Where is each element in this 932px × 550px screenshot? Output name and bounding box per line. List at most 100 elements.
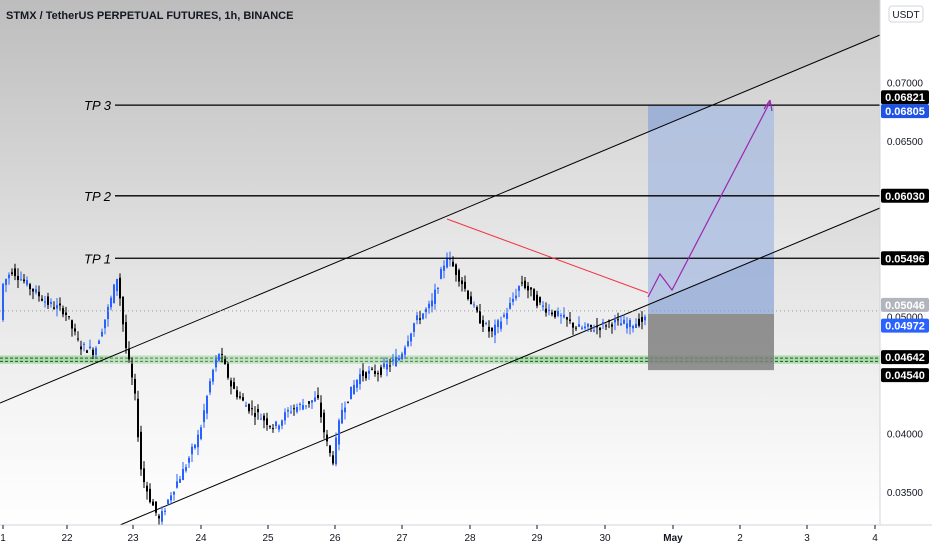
candle-body bbox=[263, 415, 265, 421]
candle-body bbox=[401, 353, 403, 359]
candle-body bbox=[275, 421, 277, 427]
candle-body bbox=[557, 311, 559, 316]
candle-body bbox=[443, 265, 445, 271]
candle-body bbox=[413, 323, 415, 332]
candle-body bbox=[227, 363, 229, 378]
candle-body bbox=[434, 289, 436, 304]
x-tick-label: 2 bbox=[737, 533, 743, 544]
candle-body bbox=[527, 285, 529, 291]
candle-body bbox=[473, 304, 475, 306]
candle-body bbox=[608, 320, 610, 323]
candle-body bbox=[509, 303, 511, 309]
candle-body bbox=[26, 280, 28, 285]
x-tick-label: 22 bbox=[61, 533, 73, 544]
candle-body bbox=[167, 499, 169, 504]
unit-badge[interactable] bbox=[888, 5, 924, 23]
candle-body bbox=[170, 495, 172, 501]
candle-body bbox=[272, 428, 274, 430]
candle-body bbox=[302, 405, 304, 410]
candle-body bbox=[14, 268, 16, 277]
candle-body bbox=[206, 395, 208, 414]
time-axis[interactable] bbox=[0, 525, 932, 550]
x-tick-label: 23 bbox=[127, 533, 139, 544]
candle-body bbox=[311, 400, 313, 403]
candle-body bbox=[137, 398, 139, 438]
candle-body bbox=[29, 284, 31, 290]
candle-body bbox=[161, 511, 163, 522]
x-tick-label: May bbox=[663, 533, 683, 544]
candle-body bbox=[299, 403, 301, 405]
candle-body bbox=[569, 319, 571, 322]
candle-body bbox=[392, 359, 394, 361]
y-tick-label: 0.04000 bbox=[887, 429, 924, 440]
x-tick-label: 4 bbox=[872, 533, 878, 544]
candle-body bbox=[566, 317, 568, 320]
candle-body bbox=[578, 324, 580, 327]
candle-body bbox=[5, 279, 7, 285]
candle-body bbox=[254, 413, 256, 417]
candle-body bbox=[251, 408, 253, 410]
y-tick-label: 0.07000 bbox=[887, 78, 924, 89]
candle-body bbox=[428, 303, 430, 309]
candle-body bbox=[191, 446, 193, 455]
candle-body bbox=[65, 312, 67, 315]
candle-body bbox=[59, 303, 61, 306]
projection-path bbox=[647, 101, 771, 298]
candle-body bbox=[623, 319, 625, 324]
candle-body bbox=[422, 313, 424, 319]
candle-body bbox=[563, 314, 565, 318]
candle-body bbox=[323, 412, 325, 433]
candle-body bbox=[329, 445, 331, 453]
candle-body bbox=[77, 338, 79, 340]
candle-body bbox=[23, 279, 25, 282]
candle-body bbox=[143, 468, 145, 483]
candle-body bbox=[215, 359, 217, 368]
candle-body bbox=[119, 277, 121, 299]
candle-body bbox=[620, 323, 622, 326]
candle-body bbox=[467, 290, 469, 299]
candle-body bbox=[398, 358, 400, 360]
candle-body bbox=[89, 346, 91, 349]
candle-body bbox=[32, 288, 34, 292]
candle-body bbox=[449, 258, 451, 260]
candle-body bbox=[248, 404, 250, 412]
candle-body bbox=[488, 326, 490, 332]
candle-body bbox=[347, 401, 349, 403]
candle-body bbox=[2, 283, 4, 320]
candle-body bbox=[134, 378, 136, 394]
candle-body bbox=[110, 297, 112, 308]
candle-body bbox=[287, 410, 289, 412]
candle-body bbox=[359, 374, 361, 385]
candle-body bbox=[383, 363, 385, 368]
candle-body bbox=[452, 261, 454, 267]
candle-body bbox=[98, 340, 100, 345]
candle-body bbox=[431, 300, 433, 307]
candle-body bbox=[104, 319, 106, 329]
candle-body bbox=[344, 407, 346, 413]
candle-body bbox=[341, 409, 343, 424]
candle-body bbox=[614, 319, 616, 323]
x-tick-label: 1 bbox=[0, 533, 6, 544]
price-label: 0.04972 bbox=[885, 321, 925, 333]
chart-title: STMX / TetherUS PERPETUAL FUTURES, 1h, B… bbox=[6, 10, 293, 22]
candle-body bbox=[71, 320, 73, 329]
target-label-3: TP 1 bbox=[84, 251, 111, 266]
candle-body bbox=[266, 418, 268, 425]
candle-body bbox=[638, 318, 640, 326]
candle-body bbox=[293, 408, 295, 410]
candle-body bbox=[218, 353, 220, 361]
candle-body bbox=[80, 346, 82, 350]
candle-body bbox=[56, 305, 58, 309]
price-label-box bbox=[881, 297, 929, 312]
candle-body bbox=[86, 350, 88, 353]
candle-body bbox=[260, 418, 262, 420]
candle-body bbox=[92, 349, 94, 356]
candle-body bbox=[437, 287, 439, 289]
candle-body bbox=[41, 298, 43, 301]
price-label: 0.05046 bbox=[885, 300, 925, 312]
candle-body bbox=[47, 296, 49, 305]
target-zone bbox=[648, 105, 774, 314]
candle-body bbox=[500, 321, 502, 329]
candle-body bbox=[182, 468, 184, 480]
